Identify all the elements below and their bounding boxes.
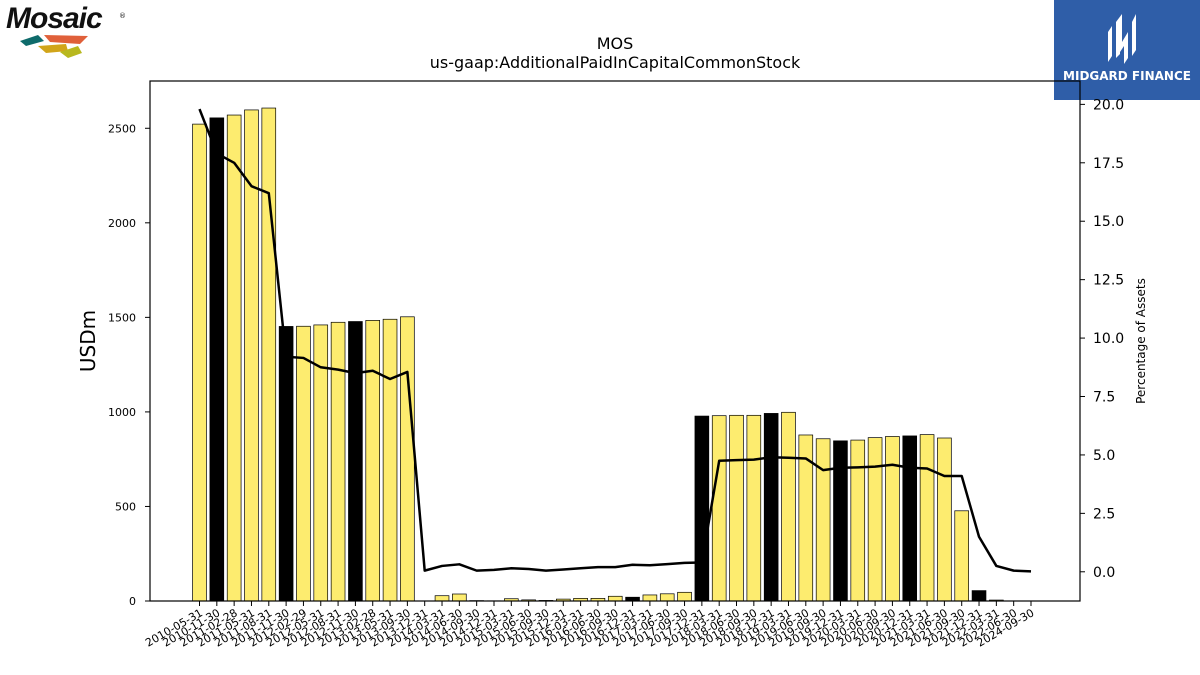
y-tick-label: 500	[115, 500, 136, 513]
y-tick-label: 1500	[108, 311, 136, 324]
bar	[867, 437, 883, 602]
bar	[850, 439, 866, 602]
y2-tick-label: 20.0	[1093, 97, 1124, 113]
bar	[434, 595, 450, 602]
percentage-line	[198, 108, 1032, 573]
bar	[885, 436, 900, 602]
y2-tick-label: 17.5	[1093, 156, 1124, 172]
bar	[382, 318, 398, 602]
bar	[694, 415, 710, 602]
bar	[400, 316, 415, 602]
y2-tick-label: 7.5	[1093, 390, 1115, 406]
bar	[746, 414, 762, 602]
midgard-finance-logo: MIDGARD FINANCE	[1054, 0, 1200, 100]
y-tick-label: 1000	[108, 406, 136, 419]
y2-tick-label: 10.0	[1093, 331, 1124, 347]
bar	[954, 510, 969, 602]
bar	[226, 114, 242, 602]
bar	[192, 123, 207, 602]
bar	[209, 117, 225, 602]
bar-series	[192, 107, 1004, 602]
mosaic-logo-wordmark: Mosaic	[6, 2, 103, 35]
y-axis-label: USDm	[76, 310, 100, 372]
bar	[971, 590, 987, 602]
line-series	[198, 108, 1032, 573]
y-tick-label: 0	[129, 595, 136, 608]
y-axis: 0 500 1000 1500 2000 2500	[108, 122, 150, 608]
bar	[261, 107, 277, 602]
y2-tick-label: 12.5	[1093, 273, 1124, 289]
bar	[296, 325, 311, 602]
bar	[919, 434, 935, 602]
bar	[642, 594, 658, 602]
bar	[781, 411, 796, 602]
y-tick-label: 2500	[108, 122, 136, 135]
bar	[729, 414, 744, 602]
bar	[833, 440, 848, 602]
brand-name: MIDGARD FINANCE	[1063, 69, 1191, 83]
y2-tick-label: 2.5	[1093, 506, 1115, 522]
bar	[278, 326, 294, 602]
y2-axis-label: Percentage of Assets	[1134, 278, 1148, 404]
midgard-m-icon	[1108, 14, 1136, 64]
bar	[330, 321, 346, 602]
y2-tick-label: 0.0	[1093, 565, 1115, 581]
bar	[902, 435, 918, 602]
x-axis: 2010-05-312010-11-302011-02-282011-05-31…	[143, 601, 1037, 650]
bar	[244, 109, 259, 602]
chart-subtitle: us-gaap:AdditionalPaidInCapitalCommonSto…	[430, 53, 801, 72]
y2-tick-label: 5.0	[1093, 448, 1115, 464]
bar	[677, 591, 692, 602]
chart-title: MOS	[597, 34, 634, 53]
bar	[711, 415, 727, 602]
mosaic-logo: Mosaic ®	[4, 2, 134, 64]
bar	[815, 438, 831, 602]
bar	[763, 413, 779, 602]
bar	[937, 437, 952, 602]
bar	[659, 593, 675, 602]
bar	[452, 593, 467, 602]
y2-tick-label: 15.0	[1093, 214, 1124, 230]
y-tick-label: 2000	[108, 217, 136, 230]
bar	[607, 595, 623, 602]
bar	[348, 321, 363, 602]
mosaic-tiles-icon	[20, 35, 88, 58]
bar	[365, 320, 381, 602]
y2-axis: 0.0 2.5 5.0 7.5 10.0 12.5 15.0 17.5 20.0	[1080, 97, 1124, 581]
trademark-mark: ®	[119, 12, 126, 20]
